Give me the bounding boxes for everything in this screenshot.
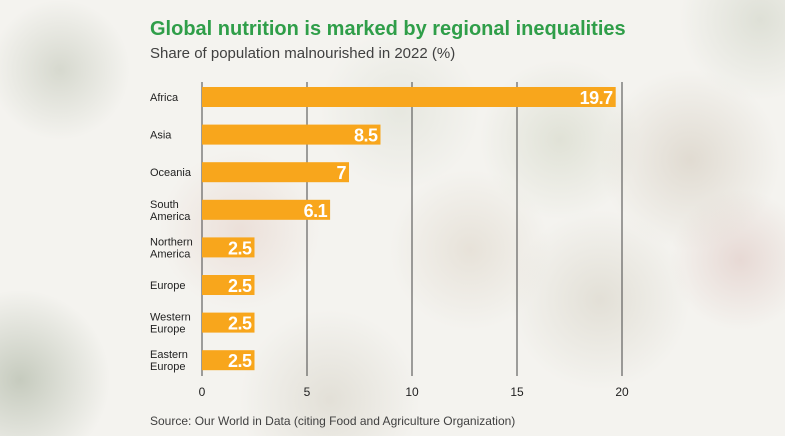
bar-value-label: 2.5: [228, 314, 252, 334]
category-label: America: [150, 211, 191, 223]
category-label: Europe: [150, 361, 185, 373]
bar: [202, 87, 616, 107]
bar: [202, 312, 255, 333]
bar: [202, 237, 255, 258]
category-label: Africa: [150, 92, 179, 104]
bar: [202, 275, 255, 295]
x-tick-label: 20: [615, 385, 629, 399]
bar-value-label: 8.5: [354, 126, 378, 146]
category-label: Oceania: [150, 167, 192, 179]
category-label: Western: [150, 312, 191, 324]
bar: [202, 124, 381, 145]
category-label: America: [150, 248, 191, 260]
category-label: Asia: [150, 130, 172, 142]
bar: [202, 350, 255, 371]
x-tick-label: 5: [304, 385, 311, 399]
x-tick-label: 10: [405, 385, 419, 399]
bar-value-label: 6.1: [304, 201, 328, 221]
bar-value-label: 2.5: [228, 351, 252, 371]
chart-title: Global nutrition is marked by regional i…: [150, 18, 626, 40]
bar-value-label: 2.5: [228, 276, 252, 296]
bar: [202, 162, 349, 183]
category-label: Europe: [150, 280, 185, 292]
source-note: Source: Our World in Data (citing Food a…: [150, 414, 516, 428]
bar-value-label: 19.7: [580, 88, 614, 108]
x-tick-label: 0: [199, 385, 206, 399]
category-label: Europe: [150, 324, 185, 336]
chart-subtitle: Share of population malnourished in 2022…: [150, 45, 456, 62]
x-tick-label: 15: [510, 385, 524, 399]
bar: [202, 199, 331, 220]
category-label: Eastern: [150, 349, 188, 361]
category-label: Northern: [150, 236, 193, 248]
bar-value-label: 7: [336, 163, 346, 183]
bar-value-label: 2.5: [228, 238, 252, 258]
category-label: South: [150, 199, 179, 211]
